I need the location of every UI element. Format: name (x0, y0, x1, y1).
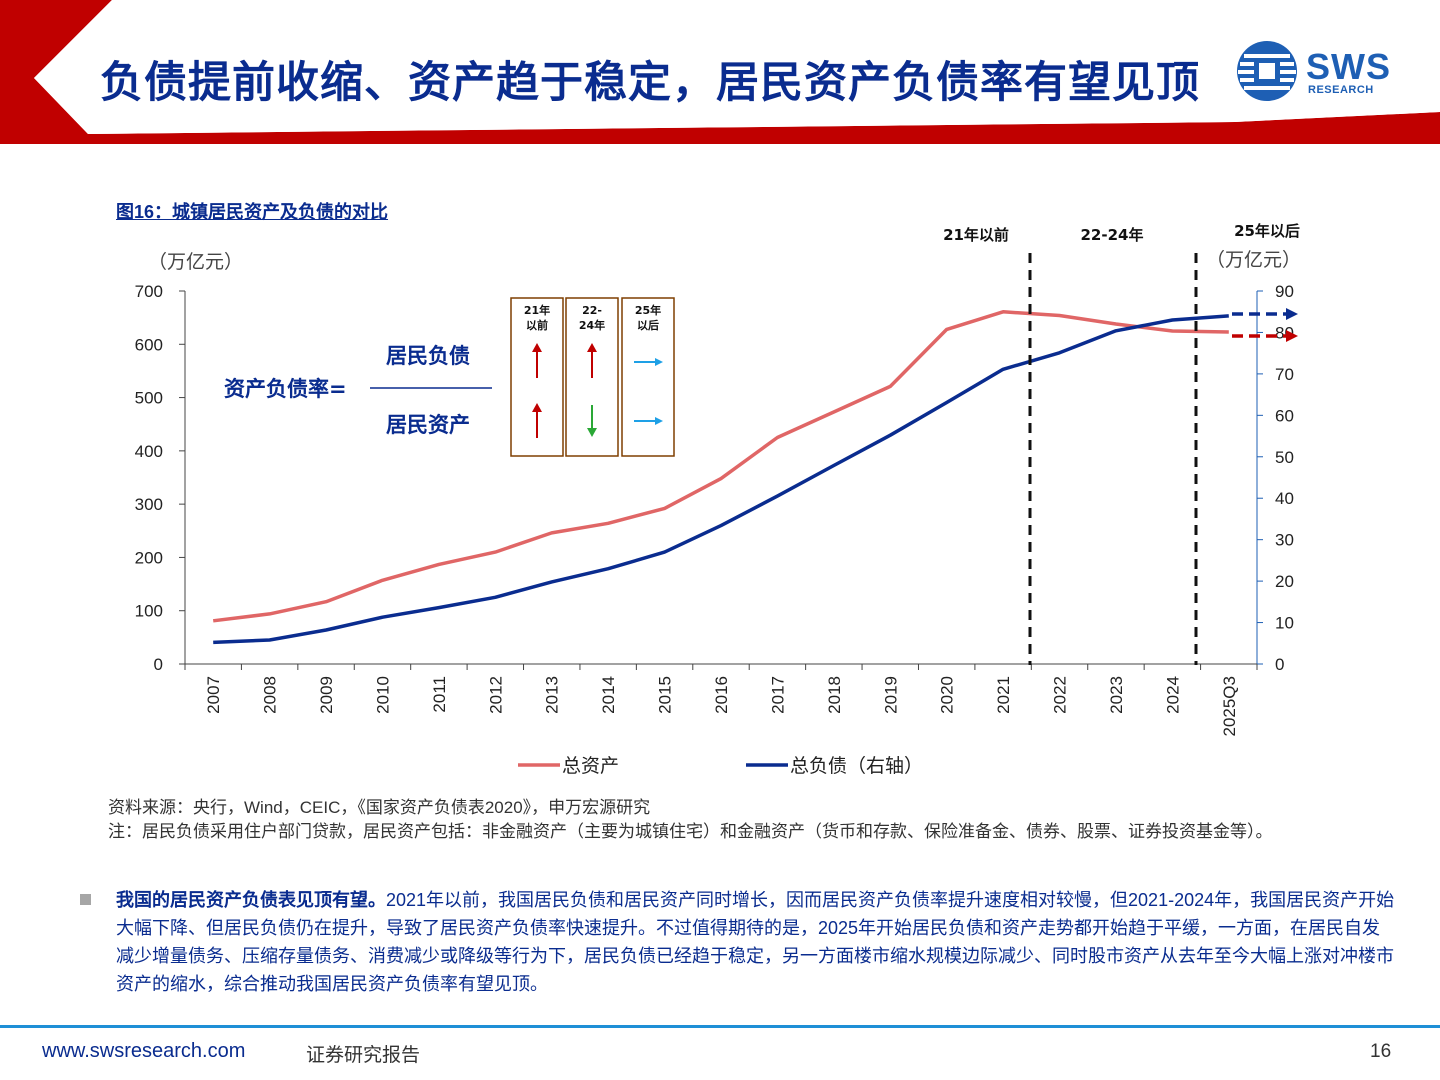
series-line-assets (212, 310, 1229, 623)
liability-forecast-arrow-icon (1232, 308, 1298, 320)
page-number: 16 (1370, 1041, 1392, 1062)
source-note: 资料来源：央行，Wind，CEIC，《国家资产负债表2020》，申万宏源研究 注… (108, 796, 1368, 844)
trend-box-head: 以后 (637, 318, 659, 332)
x-tick-label: 2020 (938, 676, 957, 714)
x-tick-label: 2017 (768, 676, 787, 714)
left-tick-label: 700 (135, 282, 163, 301)
body-paragraph: 我国的居民资产负债表见顶有望。2021年以前，我国居民负债和居民资产同时增长，因… (116, 886, 1396, 998)
right-tick-label: 30 (1275, 531, 1294, 550)
asset-liability-chart: 0100200300400500600700010203040506070809… (135, 222, 1301, 777)
x-tick-label: 2012 (486, 676, 505, 714)
x-tick-label: 2023 (1107, 676, 1126, 714)
left-tick-label: 500 (135, 389, 163, 408)
x-tick-label: 2010 (373, 676, 392, 714)
trend-box-head: 24年 (579, 318, 605, 332)
arrow-up-icon (587, 343, 597, 378)
trend-box-head: 以前 (526, 318, 548, 332)
left-tick-label: 400 (135, 442, 163, 461)
x-tick-label: 2021 (994, 676, 1013, 714)
left-tick-label: 100 (135, 602, 163, 621)
legend-label-assets: 总资产 (562, 755, 619, 777)
axes: 0100200300400500600700010203040506070809… (135, 282, 1294, 737)
arrow-down-icon (587, 405, 597, 437)
period-label-post25: 25年以后 (1234, 222, 1300, 240)
trend-box-pre21: 21年 以前 (510, 297, 564, 457)
left-tick-label: 200 (135, 548, 163, 567)
right-tick-label: 60 (1275, 406, 1294, 425)
x-tick-label: 2013 (543, 676, 562, 714)
right-tick-label: 40 (1275, 489, 1294, 508)
trend-box-head: 25年 (635, 303, 661, 317)
footer-url-link[interactable]: www.swsresearch.com (42, 1040, 246, 1062)
formula-label: 资产负债率= (224, 377, 347, 401)
formula-denominator: 居民资产 (386, 413, 470, 437)
trend-box-22-24: 22- 24年 (565, 297, 619, 457)
right-tick-label: 10 (1275, 614, 1294, 633)
x-tick-label: 2022 (1051, 676, 1070, 714)
asset-forecast-arrow-icon (1232, 330, 1298, 342)
bullet-square-icon (80, 894, 91, 905)
legend-label-liabilities: 总负债（右轴） (790, 755, 923, 777)
trend-box-head: 21年 (524, 303, 550, 317)
footer-divider (0, 1025, 1440, 1028)
logo-subtext: RESEARCH (1308, 84, 1374, 96)
x-tick-label: 2011 (430, 676, 449, 713)
x-tick-label: 2025Q3 (1220, 676, 1239, 737)
left-tick-label: 600 (135, 335, 163, 354)
right-axis-unit: （万亿元） (1206, 249, 1301, 271)
formula-numerator: 居民负债 (386, 344, 470, 368)
x-tick-label: 2019 (881, 676, 900, 714)
period-label-22-24: 22-24年 (1081, 226, 1144, 244)
x-tick-label: 2018 (825, 676, 844, 714)
trend-box-head: 22- (582, 304, 602, 317)
x-tick-label: 2016 (712, 676, 731, 714)
arrow-right-icon (634, 417, 663, 425)
x-tick-label: 2024 (1163, 676, 1182, 714)
arrow-right-icon (634, 358, 663, 366)
note-line: 注：居民负债采用住户部门贷款，居民资产包括：非金融资产（主要为城镇住宅）和金融资… (108, 822, 1273, 841)
right-tick-label: 90 (1275, 282, 1294, 301)
logo-text: SWS (1306, 46, 1392, 87)
x-tick-label: 2015 (656, 676, 675, 714)
series-line-liabilities (213, 314, 1229, 645)
right-tick-label: 50 (1275, 448, 1294, 467)
left-axis-unit: （万亿元） (148, 251, 243, 273)
right-tick-label: 70 (1275, 365, 1294, 384)
footer-label: 证券研究报告 (306, 1045, 421, 1066)
period-label-pre21: 21年以前 (943, 226, 1009, 244)
x-tick-label: 2014 (599, 676, 618, 714)
x-tick-label: 2008 (261, 676, 280, 714)
right-tick-label: 0 (1275, 655, 1284, 674)
left-tick-label: 0 (154, 655, 163, 674)
trend-box-post25: 25年 以后 (621, 297, 675, 457)
source-line: 资料来源：央行，Wind，CEIC，《国家资产负债表2020》，申万宏源研究 (108, 798, 651, 817)
body-lead: 我国的居民资产负债表见顶有望。 (116, 890, 386, 910)
figure-title: 图16：城镇居民资产及负债的对比 (116, 202, 389, 222)
x-tick-label: 2009 (317, 676, 336, 714)
sws-logo-icon (1237, 41, 1297, 101)
header-banner (0, 0, 1440, 144)
body-text: 2021年以前，我国居民负债和居民资产同时增长，因而居民资产负债率提升速度相对较… (116, 890, 1395, 994)
right-tick-label: 20 (1275, 572, 1294, 591)
arrow-up-icon (532, 403, 542, 438)
page-title: 负债提前收缩、资产趋于稳定，居民资产负债率有望见顶 (100, 58, 1200, 108)
series-lines (212, 310, 1229, 645)
arrow-up-icon (532, 343, 542, 378)
left-tick-label: 300 (135, 495, 163, 514)
x-tick-label: 2007 (204, 676, 223, 714)
